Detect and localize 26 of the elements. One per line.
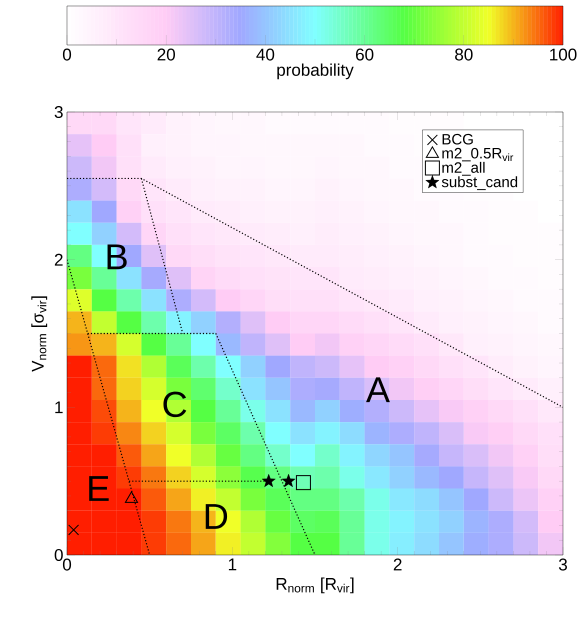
legend-label: subst_cand bbox=[442, 176, 518, 190]
x-tick-label: 1 bbox=[228, 558, 236, 570]
legend-label: m2_all bbox=[442, 162, 485, 176]
color-bar-label: 100 bbox=[550, 48, 577, 61]
annotation: B bbox=[108, 244, 127, 270]
x-tick-label: 3 bbox=[558, 558, 567, 571]
color-bar-label: 40 bbox=[256, 48, 274, 61]
legend-label: m2_0.5R$_{vir}$ bbox=[442, 148, 514, 162]
annotation: C bbox=[163, 392, 186, 418]
y-axis-title: V$_{norm}$ [σ$_{vir}$] bbox=[31, 296, 48, 372]
x-tick-label: 2 bbox=[394, 558, 402, 570]
color-bar-label: 20 bbox=[158, 48, 175, 61]
y-tick-label: 2 bbox=[54, 254, 63, 266]
annotation: A bbox=[366, 377, 390, 402]
color-bar-label: 0 bbox=[62, 48, 72, 61]
color-bar-title: probability bbox=[277, 63, 354, 80]
x-axis-title: R$_{norm}$ [R$_{vir}$] bbox=[276, 577, 354, 594]
y-tick-label: 3 bbox=[54, 106, 63, 118]
y-tick-label: 1 bbox=[55, 401, 63, 414]
legend-label: BCG bbox=[442, 134, 473, 145]
annotation: D bbox=[206, 504, 228, 529]
color-bar-label: 80 bbox=[455, 48, 473, 61]
x-tick-label: 0 bbox=[62, 558, 72, 571]
color-bar-label: 60 bbox=[356, 48, 374, 61]
annotation: E bbox=[89, 476, 109, 501]
y-tick-label: 0 bbox=[54, 548, 63, 562]
